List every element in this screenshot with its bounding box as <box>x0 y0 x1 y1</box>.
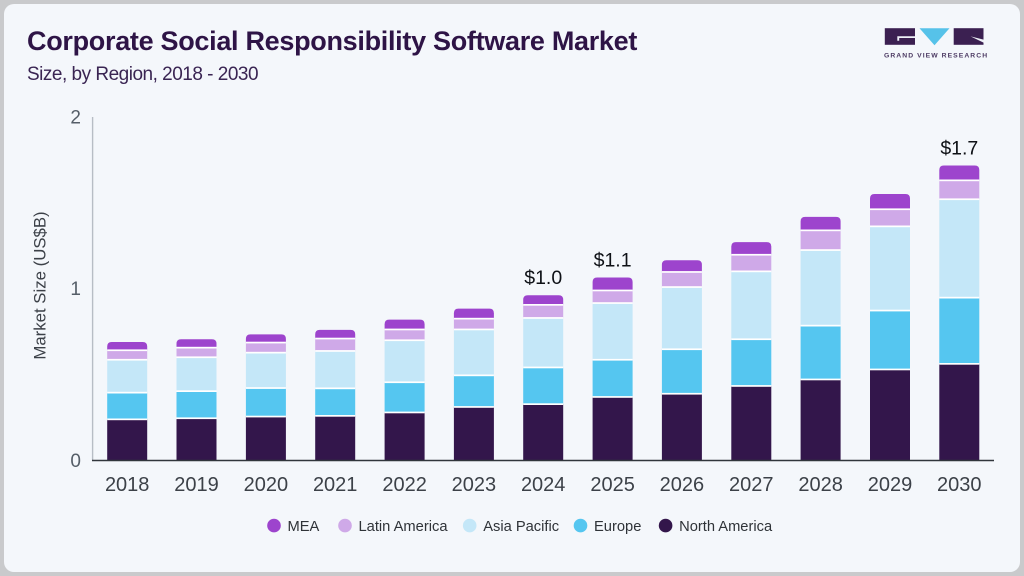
svg-text:North America: North America <box>679 519 773 535</box>
svg-text:2022: 2022 <box>382 474 427 496</box>
svg-text:2028: 2028 <box>798 474 843 496</box>
svg-text:MEA: MEA <box>288 519 320 535</box>
svg-text:2026: 2026 <box>660 474 705 496</box>
svg-text:Europe: Europe <box>594 519 641 535</box>
svg-text:2023: 2023 <box>452 474 497 496</box>
svg-text:2030: 2030 <box>937 474 982 496</box>
svg-text:2018: 2018 <box>105 474 150 496</box>
svg-text:Size, by Region, 2018 - 2030: Size, by Region, 2018 - 2030 <box>27 64 258 85</box>
svg-text:2019: 2019 <box>174 474 219 496</box>
svg-text:2029: 2029 <box>868 474 913 496</box>
svg-text:2: 2 <box>70 108 81 129</box>
svg-text:Market Size (US$B): Market Size (US$B) <box>31 211 50 359</box>
svg-text:2025: 2025 <box>590 474 635 496</box>
svg-text:Corporate Social Responsibilit: Corporate Social Responsibility Software… <box>27 26 637 56</box>
svg-text:2027: 2027 <box>729 474 774 496</box>
svg-text:1: 1 <box>70 279 81 300</box>
svg-text:Latin America: Latin America <box>359 519 449 535</box>
svg-text:Asia Pacific: Asia Pacific <box>483 519 559 535</box>
svg-text:GRAND VIEW RESEARCH: GRAND VIEW RESEARCH <box>884 53 988 60</box>
svg-text:2021: 2021 <box>313 474 358 496</box>
svg-text:2020: 2020 <box>244 474 289 496</box>
svg-text:0: 0 <box>70 451 81 472</box>
svg-text:2024: 2024 <box>521 474 566 496</box>
svg-text:$1.1: $1.1 <box>594 250 632 272</box>
svg-text:$1.0: $1.0 <box>524 267 562 289</box>
svg-text:$1.7: $1.7 <box>940 138 978 160</box>
